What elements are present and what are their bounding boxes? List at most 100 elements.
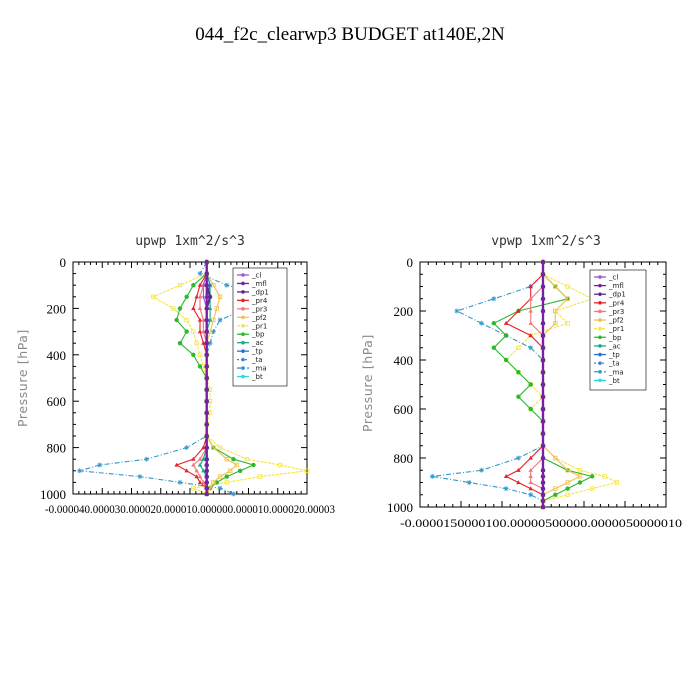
legend-label: _ma: [251, 365, 267, 373]
data-point: [565, 486, 570, 491]
legend-marker: [598, 335, 602, 340]
data-point: [201, 329, 206, 334]
data-point: [207, 294, 213, 299]
y-axis-label: Pressure [hPa]: [15, 329, 30, 427]
data-point: [201, 294, 206, 299]
data-point: [528, 492, 534, 498]
data-point: [540, 486, 546, 491]
y-tick-label: 600: [47, 394, 67, 409]
data-point: [204, 491, 209, 496]
data-point: [602, 474, 607, 479]
legend-marker: [241, 374, 245, 379]
panel-upwp: upwp 1xm^2/s^3 Pressure [hPa] -0.000040.…: [15, 234, 335, 516]
legend-label: _tp: [608, 351, 620, 359]
legend-marker: [598, 369, 602, 374]
legend-marker: [241, 298, 245, 303]
data-point: [227, 468, 233, 473]
legend-label: _mfl: [251, 280, 267, 288]
data-point: [565, 480, 570, 485]
data-point: [528, 345, 534, 351]
data-point: [251, 462, 256, 468]
data-point: [540, 492, 546, 497]
data-point: [540, 345, 546, 350]
data-point: [207, 317, 213, 322]
data-point: [204, 474, 209, 479]
legend-marker: [598, 292, 602, 297]
legend-marker: [241, 323, 245, 328]
legend-label: _ac: [608, 342, 621, 350]
y-tick-label: 1000: [40, 487, 66, 502]
data-point: [540, 480, 546, 485]
data-point: [207, 306, 213, 310]
data-point: [528, 308, 533, 313]
data-point: [197, 456, 203, 461]
data-point: [237, 468, 243, 473]
data-point: [466, 480, 472, 485]
data-point: [201, 456, 206, 461]
data-point: [184, 329, 189, 334]
data-point: [553, 486, 558, 491]
data-point: [553, 455, 558, 461]
data-point: [177, 282, 183, 288]
data-point: [201, 340, 206, 345]
data-point: [540, 333, 546, 338]
x-tick-labels: -0.0000150000100.00000500000.00000500000…: [400, 516, 682, 530]
data-point: [515, 455, 521, 461]
legend-label: _pr4: [608, 299, 625, 307]
legend-marker: [241, 357, 245, 362]
legend-marker: [598, 344, 602, 348]
y-tick-label: 200: [394, 304, 414, 319]
y-tick-label: 0: [60, 255, 67, 270]
legend-label: _pf2: [608, 317, 624, 325]
data-point: [516, 370, 521, 375]
data-point: [204, 387, 209, 392]
data-point: [234, 462, 239, 468]
data-point: [217, 445, 223, 450]
y-tick-label: 600: [394, 402, 414, 417]
data-point: [177, 341, 183, 346]
data-point: [278, 462, 283, 468]
data-point: [540, 504, 546, 509]
legend-marker: [241, 290, 245, 294]
data-point: [204, 445, 209, 450]
data-point: [197, 271, 203, 277]
data-point: [540, 259, 546, 264]
data-point: [590, 486, 595, 491]
data-point: [204, 398, 209, 403]
data-point: [540, 443, 546, 448]
data-point: [565, 468, 570, 473]
data-point: [540, 473, 546, 478]
data-point: [540, 467, 546, 472]
data-point: [137, 474, 143, 480]
legend-label: _pr1: [251, 322, 267, 330]
data-point: [201, 445, 206, 450]
data-point: [528, 320, 533, 325]
data-point: [553, 308, 558, 314]
data-point: [197, 294, 203, 299]
legend-label: _pr4: [251, 297, 268, 305]
y-tick-label: 400: [47, 348, 67, 363]
data-point: [257, 474, 263, 479]
legend-label: _mfl: [608, 282, 624, 290]
data-point: [491, 321, 496, 326]
data-point: [454, 308, 460, 314]
data-point: [204, 352, 209, 357]
legend-marker: [241, 340, 245, 345]
data-point: [194, 468, 199, 473]
data-point: [528, 473, 533, 478]
legend-marker: [241, 273, 245, 277]
legend-label: _bp: [608, 334, 622, 342]
legend: _cl_mfl_dp1_pr4_pr3_pf2_pr1_bp_ac_tp_ta_…: [589, 269, 647, 391]
data-point: [614, 480, 619, 485]
data-point: [231, 457, 236, 462]
data-point: [191, 283, 196, 288]
legend-marker: [598, 301, 602, 305]
data-point: [204, 259, 209, 264]
data-point: [540, 308, 546, 313]
data-point: [528, 467, 533, 472]
data-point: [528, 382, 533, 387]
data-point: [577, 474, 583, 479]
data-point: [177, 479, 183, 485]
data-point: [590, 474, 595, 479]
